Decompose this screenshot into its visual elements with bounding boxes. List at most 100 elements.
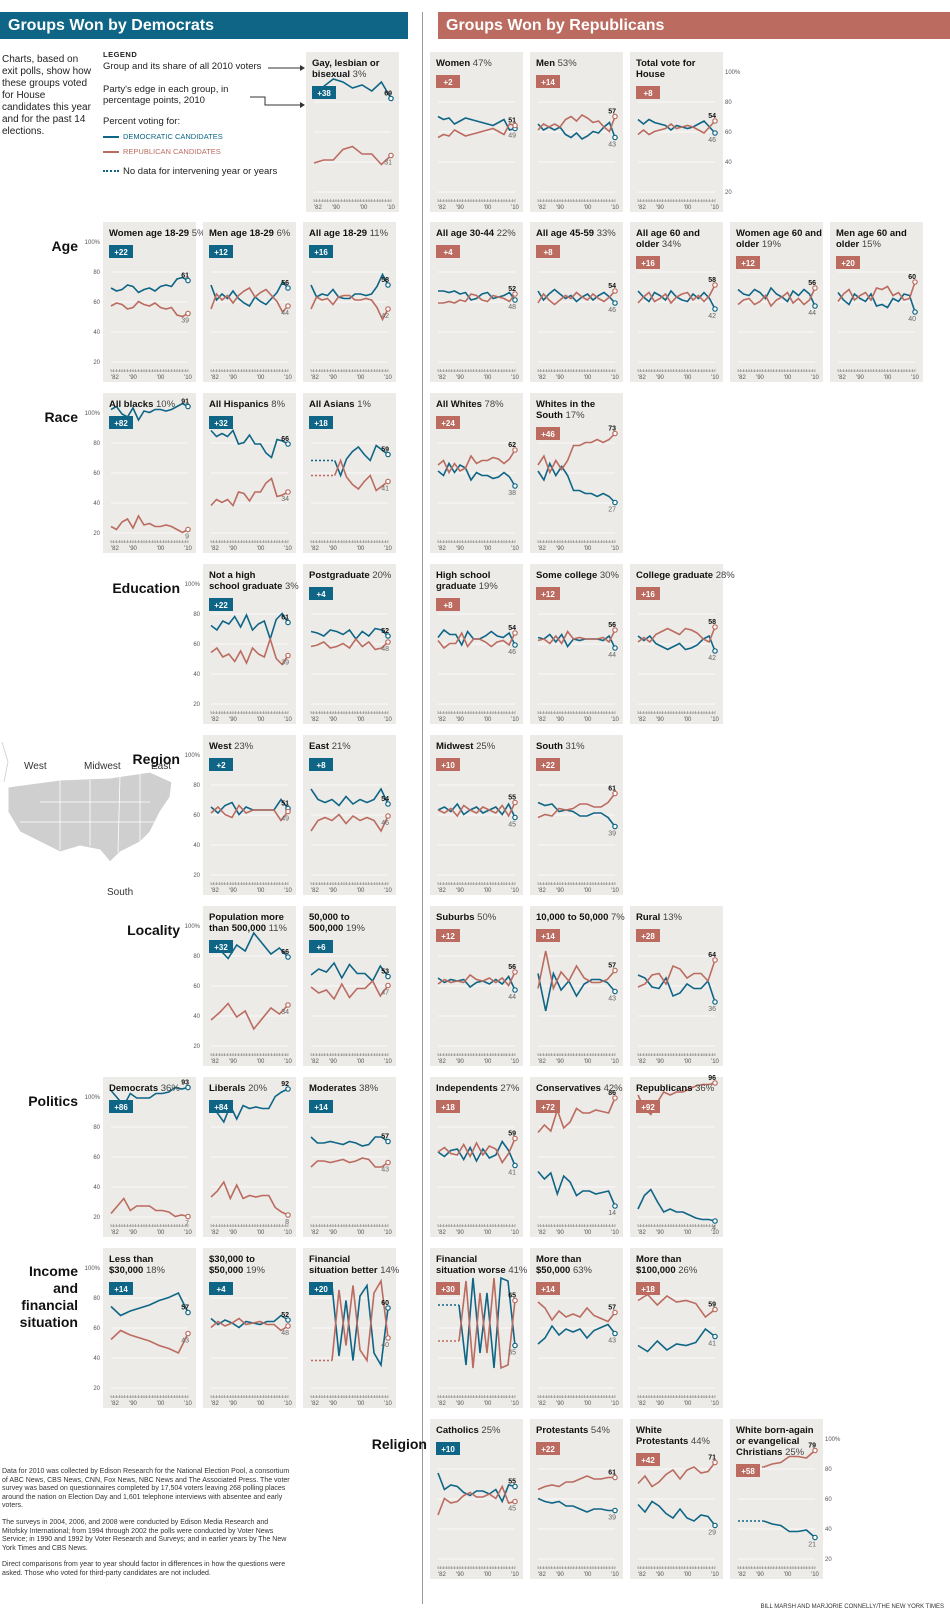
democratic-line <box>110 276 189 294</box>
x-tick-label: '00 <box>684 1572 692 1578</box>
rep-end-label: 41 <box>381 486 389 493</box>
endpoint-marker <box>512 483 518 489</box>
endpoint-marker <box>612 288 618 294</box>
endpoint-marker <box>285 1323 291 1329</box>
chart-share: 19% <box>243 1265 265 1276</box>
x-tick-label: '00 <box>357 375 365 381</box>
x-tick-label: '82 <box>638 1401 646 1407</box>
chart-title: Whites in the <box>536 399 595 410</box>
y-tick-label: 100% <box>185 924 201 930</box>
democratic-line <box>637 118 716 134</box>
republican-line <box>210 477 289 507</box>
x-tick-label: '82 <box>311 546 319 552</box>
chart-panel: '82 '90 '00 '10 52 48 $30,000 to$50,000 19% +4 <box>203 1248 296 1408</box>
x-tick-label: '10 <box>184 546 192 552</box>
x-tick-label: '00 <box>584 546 592 552</box>
x-tick-label: '90 <box>756 375 764 381</box>
legend-rep-label: REPUBLICAN CANDIDATES <box>123 147 221 156</box>
x-tick-label: '00 <box>684 1230 692 1236</box>
chart-title: All Whites 78% <box>436 399 504 410</box>
edge-value: +6 <box>316 943 326 952</box>
republican-line <box>458 1277 516 1370</box>
row-label-age: Age <box>51 238 78 254</box>
chart-share: 30% <box>597 570 619 581</box>
chart-title: Gay, lesbian or <box>312 58 380 69</box>
endpoint-marker <box>612 1507 618 1514</box>
democratic-line <box>210 612 289 642</box>
y-tick-label: 20 <box>193 1044 200 1050</box>
edge-value: +18 <box>314 419 328 428</box>
chart-title: Rural 13% <box>636 912 683 923</box>
dem-end-label: 59 <box>381 447 389 454</box>
endpoint-marker <box>912 309 918 315</box>
chart-title: Midwest 25% <box>436 741 496 752</box>
y-tick-label: 80 <box>193 783 200 789</box>
edge-value: +10 <box>441 761 455 770</box>
legend-nodata: No data for intervening year or years <box>103 166 303 177</box>
edge-value: +12 <box>214 248 228 257</box>
edge-badge <box>536 245 560 258</box>
chart-title: Republicans 36% <box>636 1083 715 1094</box>
chart-panel: '82 '90 '00 '10 43 57 More than$50,000 63% +14 <box>530 1248 623 1408</box>
rep-end-label: 60 <box>908 274 916 281</box>
dem-end-label: 43 <box>608 1338 616 1345</box>
republican-line <box>437 123 516 139</box>
edge-value: +24 <box>441 419 455 428</box>
endpoint-marker <box>512 297 518 303</box>
chart-title: Men age 18-29 6% <box>209 228 291 239</box>
x-tick-label: '00 <box>484 1572 492 1578</box>
democratic-line <box>437 115 516 131</box>
democratic-line <box>110 1291 189 1317</box>
chart-share: 25% <box>473 741 495 752</box>
endpoint-marker <box>612 1474 618 1481</box>
chart-share: 31% <box>563 741 585 752</box>
republican-line <box>637 284 716 305</box>
edge-badge <box>209 598 233 611</box>
chart-share: 17% <box>563 410 585 421</box>
x-tick-label: '90 <box>229 375 237 381</box>
x-tick-label: '00 <box>684 717 692 723</box>
map-label-south: South <box>107 887 134 898</box>
y-tick-label: 40 <box>93 1356 100 1362</box>
note-3: Direct comparisons from year to year sho… <box>2 1561 286 1577</box>
x-tick-label: '82 <box>211 1059 219 1065</box>
democratic-line <box>110 402 189 422</box>
chart-title: Population more <box>209 912 284 923</box>
rep-end-label: 7 <box>185 1221 189 1228</box>
democratic-line <box>437 1139 516 1166</box>
x-tick-label: '90 <box>556 717 564 723</box>
legend-nodata-label: No data for intervening year or years <box>123 166 278 177</box>
republican-line <box>637 120 716 136</box>
edge-value: +12 <box>741 259 755 268</box>
endpoint-marker <box>812 285 818 291</box>
rep-end-label: 59 <box>708 1302 716 1309</box>
edge-value: +4 <box>216 1285 226 1294</box>
democratic-line <box>313 78 392 99</box>
x-tick-label: '00 <box>684 375 692 381</box>
edge-value: +82 <box>114 419 128 428</box>
rep-end-label: 43 <box>381 1167 389 1174</box>
dem-end-label: 44 <box>508 994 516 1001</box>
x-tick-label: '90 <box>456 546 464 552</box>
chart-panel: '82 '90 '00 '10 69 31 Gay, lesbian orbisexual … <box>306 52 399 212</box>
endpoint-marker <box>385 1159 391 1166</box>
x-tick-label: '10 <box>611 888 619 894</box>
republican-line <box>210 804 289 822</box>
y-tick-label: 60 <box>193 813 200 819</box>
rep-end-label: 9 <box>185 534 189 541</box>
rep-end-label: 54 <box>508 625 516 632</box>
endpoint-marker <box>512 1135 518 1142</box>
x-tick-label: '90 <box>229 1230 237 1236</box>
edge-value: +18 <box>641 1285 655 1294</box>
rep-end-label: 61 <box>608 1470 616 1477</box>
y-tick-label: 40 <box>825 1527 832 1533</box>
chart-share: 42% <box>601 1083 623 1094</box>
y-tick-label: 60 <box>93 1326 100 1332</box>
chart-panel: '82 '90 '00 '10 42 58 College graduate 28% +16 <box>630 564 735 724</box>
y-tick-label: 100% <box>185 582 201 588</box>
endpoint-marker <box>712 999 718 1005</box>
x-tick-label: '90 <box>656 717 664 723</box>
x-tick-label: '82 <box>211 1230 219 1236</box>
dem-end-label: 66 <box>281 436 289 443</box>
